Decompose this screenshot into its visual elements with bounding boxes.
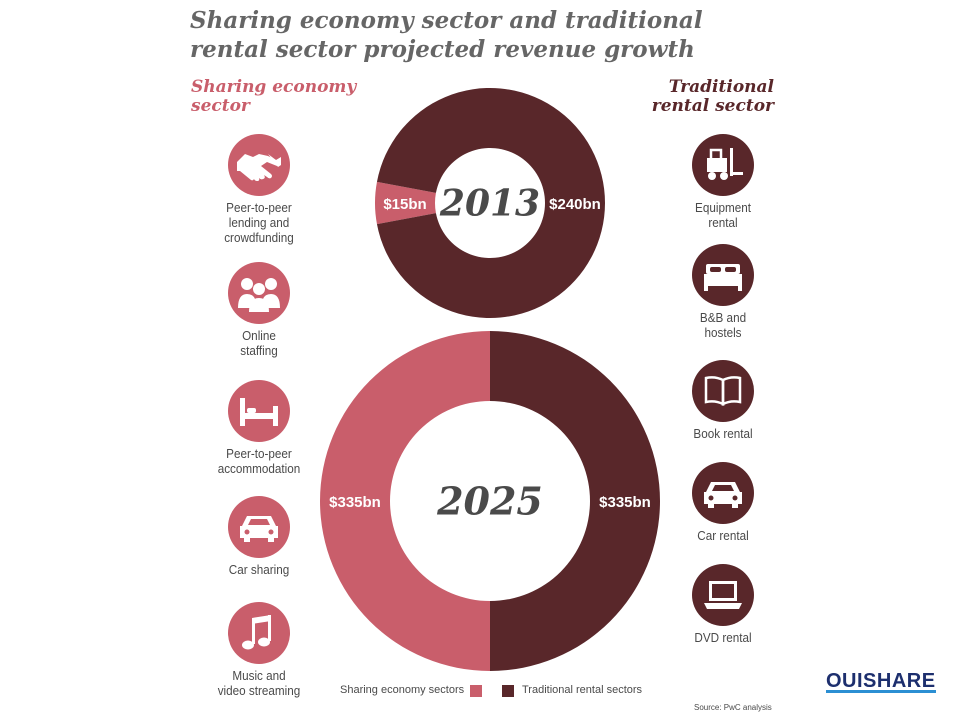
sharing-item-online-staffing: Online staffing [184,262,334,358]
sharing-item-label: Online staffing [240,328,278,358]
donut-2013-slice-sharing [375,181,436,225]
traditional-item-label: B&B and hostels [699,310,747,340]
donut-2025-slice-traditional [490,331,660,671]
sharing-item-label: Car sharing [228,562,290,577]
legend-swatch-traditional [502,685,514,697]
donut-2013-slice-traditional [376,87,605,318]
sharing-item-label: Peer-to-peer lending and crowdfunding [224,200,294,245]
chart-title: Sharing economy sector and traditional r… [190,6,750,64]
title-line-2: rental sector projected revenue growth [190,36,695,63]
donut-2025-label-traditional: $335bn [599,494,651,511]
car-icon [228,496,290,558]
traditional-item-label: Book rental [693,426,753,441]
title-line-1: Sharing economy sector and traditional [190,7,703,34]
logo-text: OUISHARE [826,670,936,693]
bed-icon [692,244,754,306]
ouishare-logo: OUISHARE [826,670,936,694]
traditional-item-label: DVD rental [694,630,752,645]
handshake-icon [228,134,290,196]
traditional-item-car-rental: Car rental [648,462,798,543]
chart-legend: Sharing economy sectors Traditional rent… [0,684,960,700]
sharing-item-p2p-lending: Peer-to-peer lending and crowdfunding [184,134,334,245]
forklift-icon [692,134,754,196]
sharing-item-music-streaming: Music and video streaming [184,602,334,698]
sharing-item-p2p-accommodation: Peer-to-peer accommodation [184,380,334,476]
people-icon [228,262,290,324]
source-note: Source: PwC analysis [694,703,772,712]
laptop-icon [692,564,754,626]
donut-2013-label-sharing: $15bn [383,196,426,213]
car-icon [692,462,754,524]
donut-2025-year: 2025 [436,478,543,523]
traditional-rental-heading: Traditional rental sector [651,77,774,116]
sharing-item-car-sharing: Car sharing [184,496,334,577]
traditional-item-book-rental: Book rental [648,360,798,441]
traditional-item-label: Equipment rental [695,200,751,230]
legend-label-traditional: Traditional rental sectors [522,684,643,696]
bed-icon [228,380,290,442]
traditional-item-bnb-hostels: B&B and hostels [648,244,798,340]
sharing-item-label: Peer-to-peer accommodation [217,446,301,476]
donut-2025-label-sharing: $335bn [329,494,381,511]
book-icon [692,360,754,422]
donut-2025-slice-sharing [320,331,490,671]
traditional-item-label: Car rental [697,528,749,543]
music-note-icon [228,602,290,664]
legend-swatch-sharing [470,685,482,697]
legend-label-sharing: Sharing economy sectors [340,684,465,696]
traditional-item-dvd-rental: DVD rental [648,564,798,645]
traditional-item-equipment-rental: Equipment rental [648,134,798,230]
donut-2013-label-traditional: $240bn [549,196,601,213]
sharing-item-label: Music and video streaming [217,668,301,698]
sharing-economy-heading: Sharing economy sector [191,77,357,116]
donut-2013-year: 2013 [439,183,540,225]
